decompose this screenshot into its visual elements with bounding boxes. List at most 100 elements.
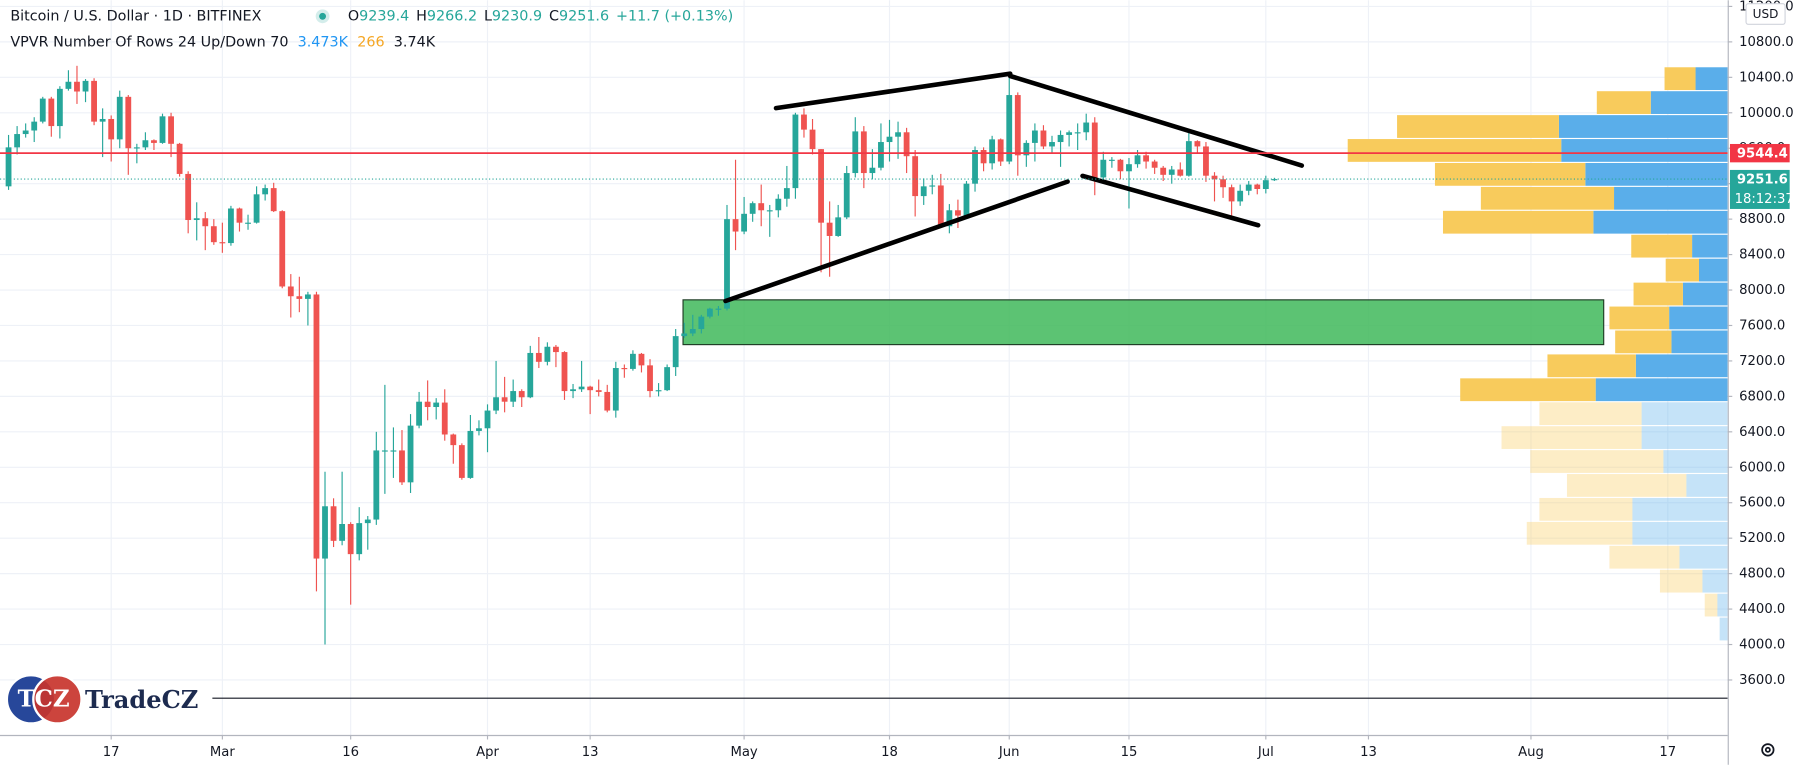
ohlc-prefix: C (549, 8, 559, 24)
candle-body (176, 143, 183, 174)
price-lines (0, 152, 1728, 180)
candle-body (1049, 142, 1055, 147)
vp-up-bar (1641, 426, 1728, 449)
candle-body (843, 173, 850, 218)
candle-body (1194, 141, 1201, 147)
candle-body (860, 131, 867, 174)
vp-up-bar (1719, 617, 1728, 641)
candle-body (1126, 164, 1132, 172)
candle-body (587, 386, 594, 391)
vpvr-up: 3.473K (298, 35, 349, 51)
x-tick-label: 15 (1121, 745, 1138, 760)
candle-body (304, 294, 311, 299)
candle-body (193, 218, 200, 221)
candle-body (1168, 169, 1175, 175)
candle-body (912, 156, 919, 197)
candle-body (689, 329, 696, 334)
vpvr-down: 266 (357, 35, 384, 51)
y-tick-label: 8400.0 (1739, 248, 1785, 263)
chart-title: Bitcoin / U.S. Dollar · 1D · BITFINEX (10, 8, 261, 24)
vp-up-bar (1632, 497, 1728, 521)
x-tick-label: 16 (342, 745, 359, 760)
vp-up-bar (1695, 67, 1728, 91)
candle-body (766, 210, 773, 212)
candle-body (681, 333, 688, 337)
candle-body (116, 96, 123, 140)
x-tick-label: 13 (1360, 745, 1377, 760)
candle-body (219, 242, 226, 244)
candle-body (347, 523, 354, 555)
x-tick-label: 17 (1659, 745, 1676, 760)
vp-down-bar (1664, 67, 1696, 91)
candle-body (1254, 184, 1261, 189)
candle-body (535, 352, 542, 362)
x-tick-label: Jun (998, 745, 1020, 760)
y-tick-label: 8000.0 (1739, 283, 1785, 298)
vpvr-total: 3.74K (394, 35, 436, 51)
candle-body (1074, 132, 1081, 134)
settings-gear-center[interactable] (1764, 746, 1771, 753)
settings-icon[interactable] (1761, 743, 1775, 757)
candle-body (1211, 175, 1218, 180)
ohlc-value: 9266.2 (427, 8, 477, 24)
status-dot (319, 12, 327, 20)
vp-up-bar (1558, 115, 1728, 138)
vp-down-bar (1615, 330, 1672, 354)
x-tick-label: 18 (881, 745, 898, 760)
y-tick-label: 7200.0 (1739, 354, 1785, 369)
candle-body (458, 445, 465, 478)
vp-up-bar (1632, 521, 1728, 545)
candle-body (1117, 159, 1124, 172)
candle-body (929, 185, 936, 187)
candle-body (527, 352, 534, 398)
y-tick-label: 10000.0 (1739, 106, 1794, 121)
candle-body (783, 188, 790, 199)
vp-down-bar (1665, 258, 1699, 282)
candle-body (937, 185, 944, 227)
candle-body (74, 81, 80, 92)
y-tick-label: 3600.0 (1739, 673, 1785, 688)
candle-body (1203, 146, 1209, 176)
candle-body (1108, 159, 1115, 161)
x-tick-label: Aug (1518, 745, 1544, 760)
vp-down-bar (1631, 234, 1693, 258)
level-label: 9544.4 (1737, 147, 1788, 162)
ohlc-change: +11.7 (+0.13%) (616, 8, 733, 24)
candles (5, 65, 1278, 645)
axes: 3600.0 4000.0 4400.0 4800.0 5200.0 5600.0 6000… (103, 0, 1794, 760)
ohlc-value: 9251.6 (559, 8, 609, 24)
candle-body (758, 203, 765, 211)
ohlc-value: 9239.4 (359, 8, 409, 24)
candle-body (159, 116, 166, 143)
candle-body (151, 140, 157, 143)
candle-body (168, 116, 174, 144)
candle-body (1040, 130, 1047, 147)
candle-body (741, 213, 748, 232)
settings-gear[interactable] (1761, 743, 1775, 757)
vp-down-bar (1659, 569, 1703, 593)
candle-body (330, 506, 337, 541)
y-tick-label: 5200.0 (1739, 531, 1785, 546)
candle-body (1160, 167, 1167, 175)
vp-down-bar (1460, 378, 1596, 402)
vp-down-bar (1704, 593, 1718, 617)
candle-body (1023, 142, 1030, 156)
y-tick-label: 6400.0 (1739, 425, 1785, 440)
support-zone (682, 299, 1605, 346)
candle-body (91, 80, 97, 122)
vp-down-bar (1530, 450, 1664, 473)
last-price-box (1729, 169, 1790, 209)
trend-line (1007, 73, 1305, 168)
vp-up-bar (1669, 306, 1728, 330)
y-tick-label: 6000.0 (1739, 460, 1785, 475)
vp-down-bar (1547, 354, 1636, 378)
level-label-box (1729, 143, 1790, 163)
candle-body (724, 219, 730, 309)
candle-body (715, 308, 722, 310)
candle-body (322, 506, 328, 559)
candle-body (972, 150, 978, 184)
candle-body (296, 296, 303, 299)
candle-body (65, 81, 72, 89)
vp-up-bar (1663, 450, 1728, 473)
